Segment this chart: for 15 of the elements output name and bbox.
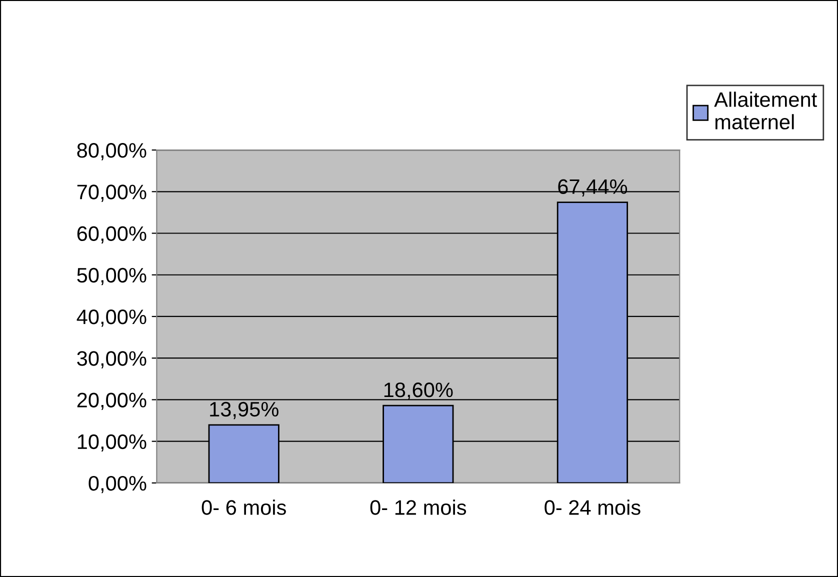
y-tick-label: 40,00% xyxy=(76,309,146,327)
y-tick-label: 60,00% xyxy=(77,226,146,244)
x-tick-label: 0- 12 mois xyxy=(370,500,466,515)
x-tick-label: 0- 24 mois xyxy=(544,500,640,515)
data-label: 18,60% xyxy=(384,382,453,400)
y-tick-label: 80,00% xyxy=(77,143,146,160)
y-tick-label: 50,00% xyxy=(77,268,146,286)
legend-label: Allaitement maternel xyxy=(714,92,817,130)
x-tick-label: 0- 6 mois xyxy=(202,500,286,515)
y-tick-label: 70,00% xyxy=(77,184,146,202)
y-tick-label: 30,00% xyxy=(77,351,146,368)
y-tick-label: 20,00% xyxy=(77,392,146,410)
y-tick-label: 0,00% xyxy=(88,476,146,494)
y-tick-label: 10,00% xyxy=(78,434,146,452)
data-label: 13,95% xyxy=(210,402,278,420)
